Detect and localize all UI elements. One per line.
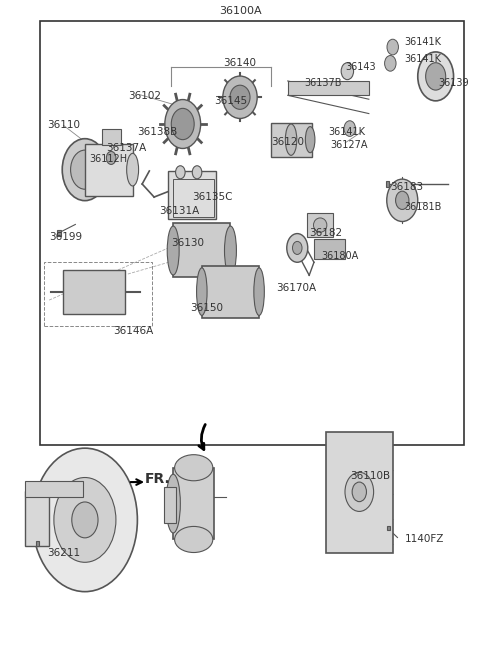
Text: 36130: 36130: [171, 238, 204, 248]
Ellipse shape: [72, 502, 98, 538]
Text: 36141K: 36141K: [405, 54, 442, 64]
Text: 36182: 36182: [309, 228, 342, 238]
Text: 36110: 36110: [47, 121, 80, 130]
Text: 36138B: 36138B: [137, 127, 178, 137]
Ellipse shape: [352, 482, 366, 502]
Bar: [63, 270, 125, 314]
Text: 36199: 36199: [49, 233, 82, 242]
Text: 36120: 36120: [271, 137, 304, 147]
Ellipse shape: [426, 63, 446, 90]
Ellipse shape: [175, 527, 213, 553]
Circle shape: [192, 166, 202, 179]
Text: 36141K: 36141K: [328, 127, 365, 137]
Bar: [307, 213, 333, 238]
Bar: [44, 262, 152, 326]
Ellipse shape: [345, 472, 373, 512]
Ellipse shape: [33, 448, 137, 591]
Text: 36180A: 36180A: [321, 251, 359, 261]
Text: 36102: 36102: [128, 91, 161, 101]
Text: 36146A: 36146A: [114, 326, 154, 336]
Bar: [385, 181, 389, 187]
Circle shape: [387, 39, 398, 55]
Bar: [25, 491, 49, 546]
Ellipse shape: [165, 100, 201, 149]
Bar: [173, 179, 214, 217]
Bar: [202, 265, 259, 318]
Ellipse shape: [285, 124, 297, 155]
Ellipse shape: [166, 474, 180, 533]
Text: 36211: 36211: [47, 548, 80, 557]
Bar: [25, 481, 83, 497]
Bar: [39, 21, 464, 445]
Bar: [168, 171, 216, 219]
Bar: [386, 526, 390, 531]
Circle shape: [341, 63, 354, 80]
Ellipse shape: [418, 52, 454, 101]
Bar: [326, 432, 393, 553]
Bar: [102, 129, 120, 145]
Circle shape: [292, 242, 302, 254]
Text: 36137A: 36137A: [107, 143, 146, 153]
Ellipse shape: [313, 218, 327, 233]
Bar: [173, 468, 214, 540]
Text: 36135C: 36135C: [192, 192, 233, 202]
Text: FR.: FR.: [144, 472, 170, 486]
Ellipse shape: [127, 153, 139, 186]
Text: 36100A: 36100A: [219, 6, 261, 16]
Text: 36181B: 36181B: [405, 202, 442, 212]
Circle shape: [384, 56, 396, 71]
Text: 36145: 36145: [214, 96, 247, 105]
Ellipse shape: [175, 455, 213, 481]
Bar: [36, 542, 39, 546]
Circle shape: [107, 151, 116, 164]
Ellipse shape: [305, 126, 315, 153]
Bar: [314, 240, 345, 259]
Bar: [271, 122, 312, 157]
Ellipse shape: [62, 139, 108, 200]
Text: 36143: 36143: [345, 62, 376, 71]
Text: 36183: 36183: [390, 182, 423, 193]
Circle shape: [287, 234, 308, 262]
Ellipse shape: [71, 150, 99, 189]
Bar: [173, 223, 230, 277]
Ellipse shape: [254, 268, 264, 316]
Ellipse shape: [387, 179, 418, 221]
Text: 36137B: 36137B: [304, 78, 342, 88]
Text: 36140: 36140: [224, 58, 256, 68]
Ellipse shape: [223, 76, 257, 119]
Bar: [85, 143, 132, 196]
Circle shape: [344, 121, 356, 136]
Text: 36110B: 36110B: [350, 471, 390, 481]
Ellipse shape: [167, 226, 179, 275]
Bar: [288, 81, 369, 96]
Text: 36131A: 36131A: [159, 206, 199, 216]
Ellipse shape: [396, 191, 409, 210]
Text: 36127A: 36127A: [331, 140, 368, 150]
Bar: [164, 487, 176, 523]
Ellipse shape: [54, 477, 116, 562]
Text: 36170A: 36170A: [276, 284, 316, 293]
Bar: [57, 231, 61, 236]
Ellipse shape: [197, 268, 207, 316]
Text: 36112H: 36112H: [90, 154, 128, 164]
Text: 36141K: 36141K: [405, 37, 442, 47]
Ellipse shape: [171, 108, 194, 140]
Text: 36139: 36139: [438, 78, 468, 88]
Ellipse shape: [225, 226, 237, 275]
Text: 1140FZ: 1140FZ: [405, 534, 444, 544]
Text: 36150: 36150: [190, 303, 223, 313]
Ellipse shape: [230, 85, 250, 109]
Circle shape: [176, 166, 185, 179]
